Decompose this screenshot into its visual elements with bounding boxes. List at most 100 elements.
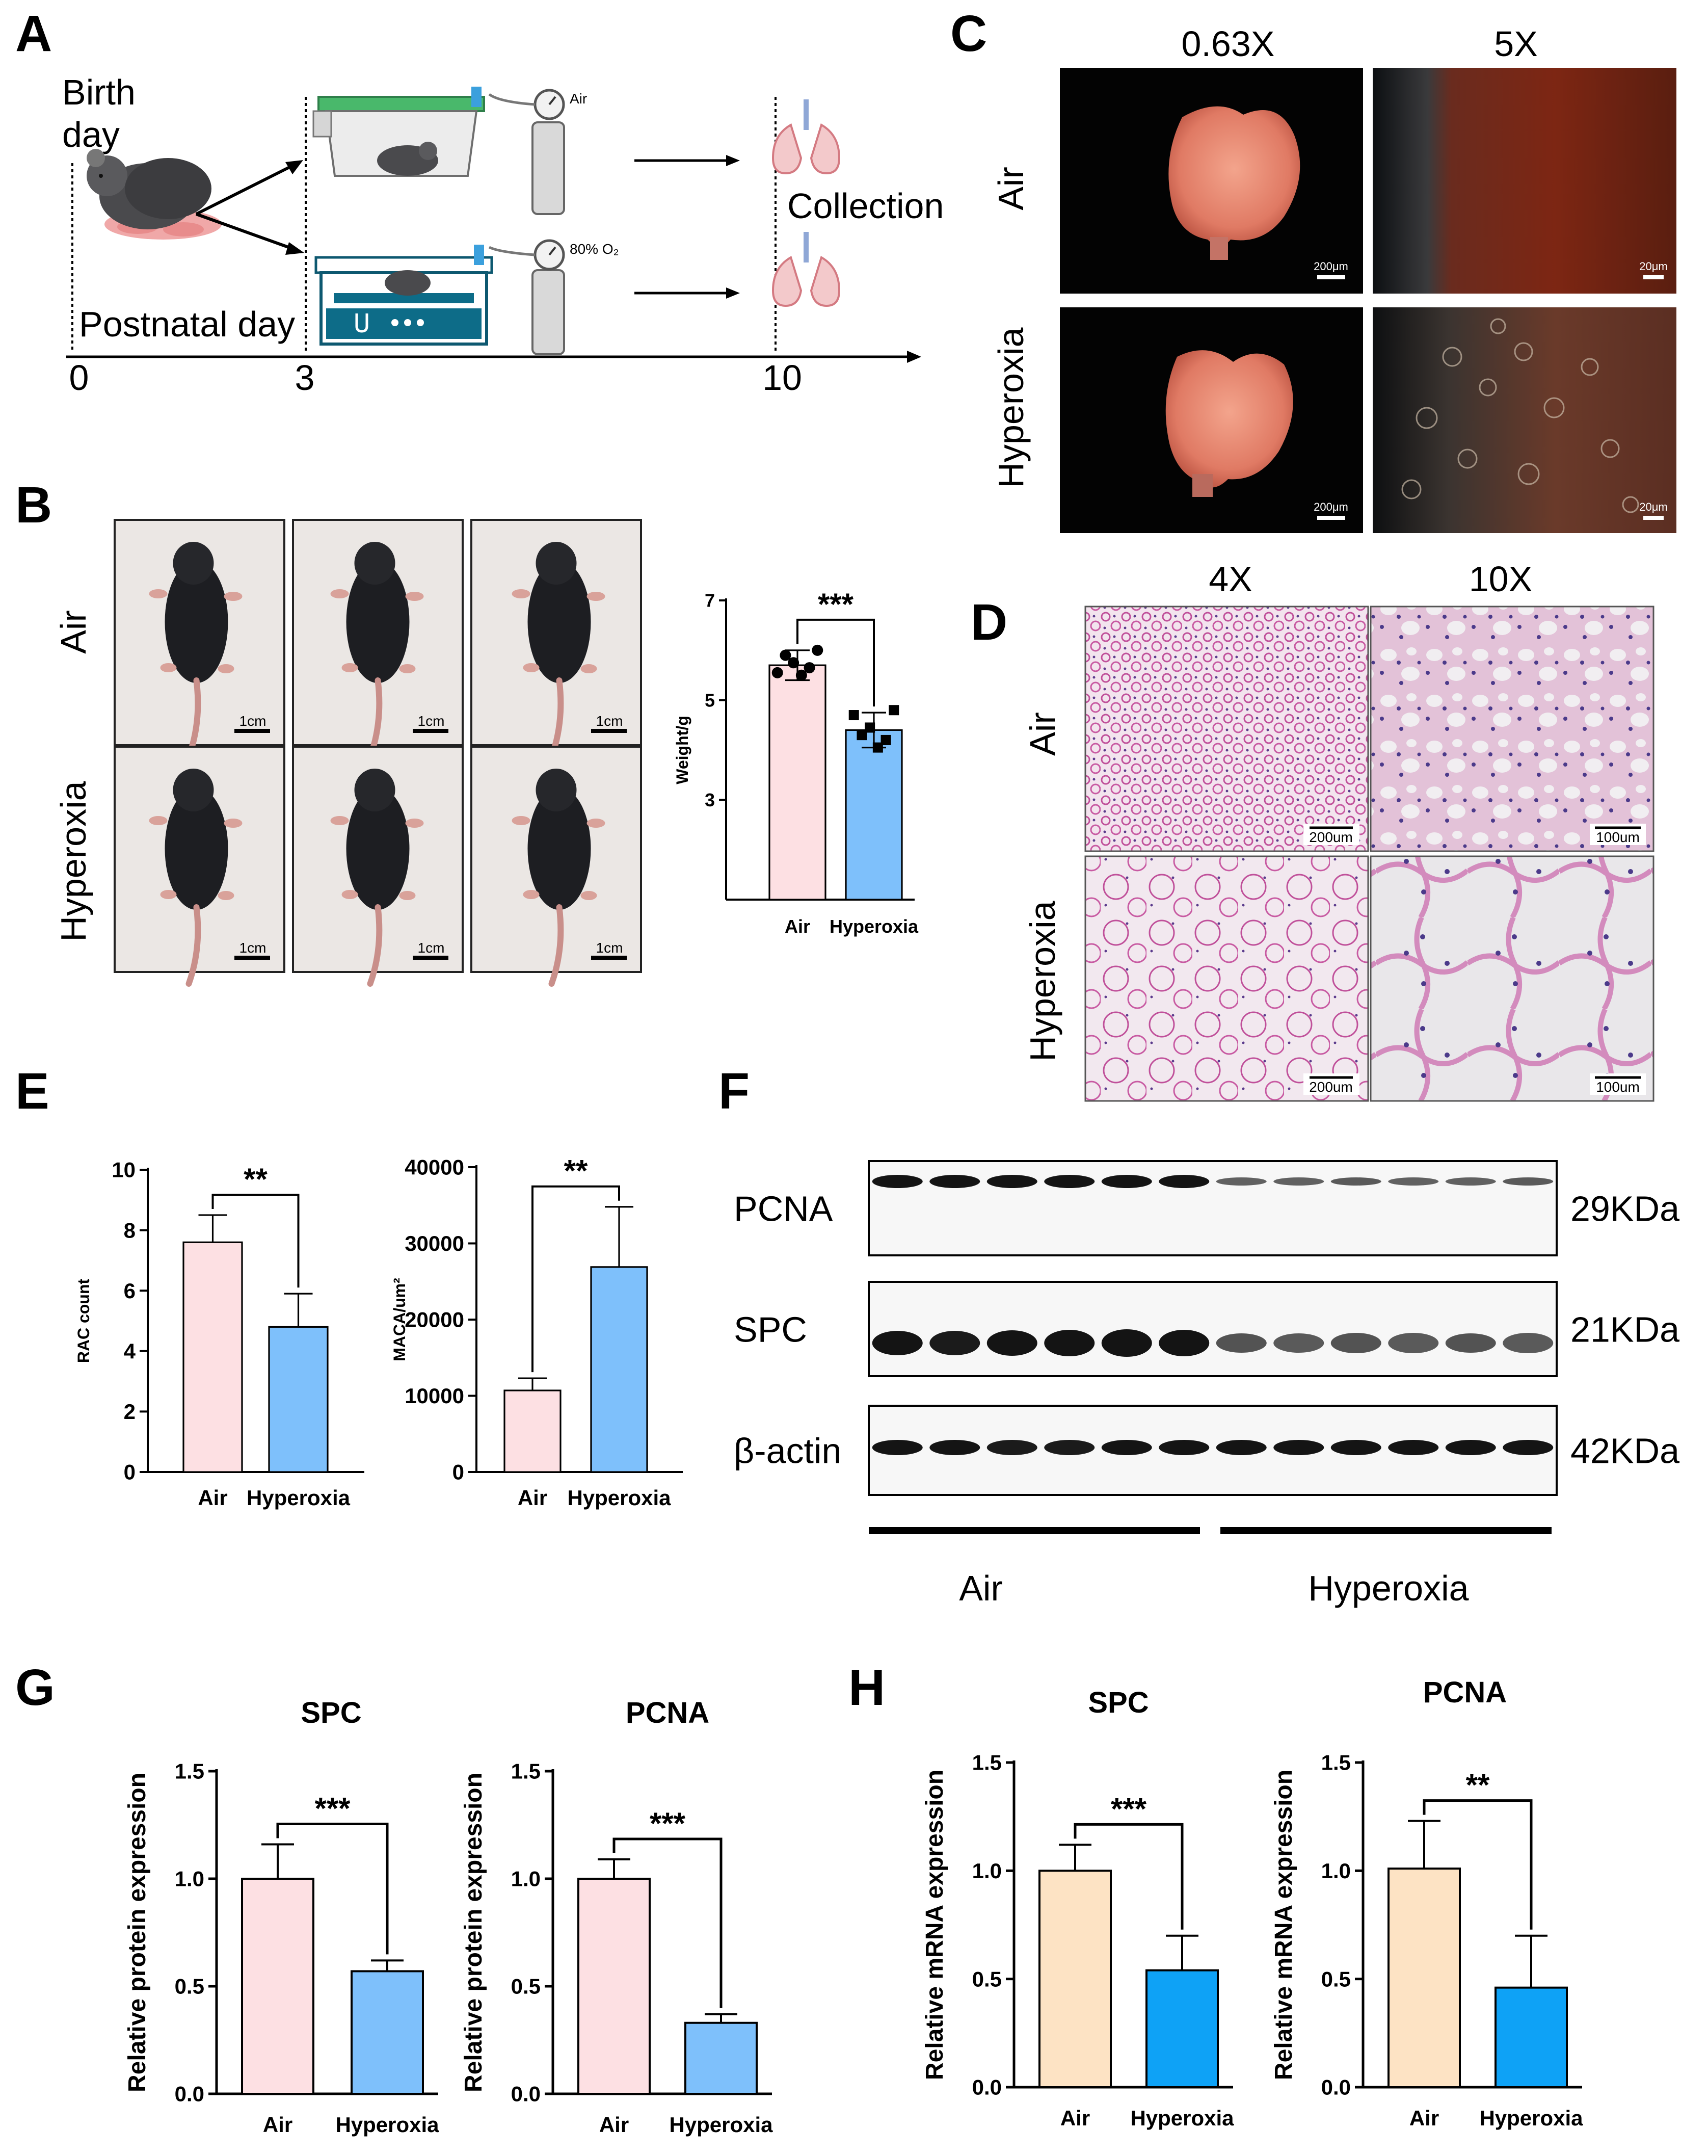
panel-d: D 4X 10X Air Hyperoxia 200um 100um 200um… [971, 559, 1654, 1102]
bar-hyperoxia [1494, 1986, 1568, 2088]
bar-hyperoxia [845, 729, 903, 901]
panel-f: F PCNA 29KDa SPC 21KDa β-actin 42KDa Air Hype… [718, 1063, 1679, 1608]
col-label-063x: 0.63X [1182, 24, 1275, 64]
mouse-head [173, 769, 214, 811]
mouse-pup [149, 542, 243, 760]
x-category-label: Air [785, 916, 810, 937]
y-axis-label: MACA/um² [390, 1278, 409, 1361]
mouse-paw [341, 890, 358, 899]
scale-bar-label: 100um [1596, 829, 1640, 845]
scale-bar-label: 100um [1596, 1079, 1640, 1095]
mouse-body [165, 561, 228, 683]
panel-a: A Birth day [15, 5, 944, 398]
blot-band [1044, 1175, 1095, 1188]
mouse-body [346, 787, 410, 910]
data-point [771, 667, 783, 678]
mouse-tail [548, 904, 564, 987]
data-point [880, 734, 891, 745]
y-axis-label: RAC count [74, 1279, 93, 1363]
significance-bracket [276, 1822, 389, 1955]
mouse-paw [218, 891, 234, 900]
scale-bar-label: 1cm [596, 940, 623, 956]
data-point [857, 730, 867, 741]
y-tick-label: 1.0 [972, 1859, 1002, 1883]
y-tick-label: 10000 [405, 1384, 464, 1408]
mouse-paw [586, 819, 605, 828]
lung-specimen-air [1168, 106, 1300, 260]
col-label-4x: 4X [1209, 559, 1252, 599]
col-label-10x: 10X [1469, 559, 1533, 599]
data-point [865, 722, 875, 733]
he-stain-air-4x [1084, 606, 1369, 852]
mouse-tail [367, 904, 383, 987]
mouse-paw [399, 664, 416, 673]
y-tick-label: 1.0 [1321, 1859, 1351, 1883]
mouse-pup [330, 769, 424, 987]
row-label-air: Air [991, 167, 1031, 211]
bar-hyperoxia [1145, 1969, 1219, 2088]
bar-air [182, 1241, 243, 1473]
scale-bar-label: 20μm [1639, 260, 1667, 273]
significance-bracket [1423, 1799, 1533, 1930]
y-tick-label: 0.0 [972, 2075, 1002, 2099]
panel-label-g: G [15, 1659, 55, 1716]
y-tick-label: 30000 [405, 1231, 464, 1255]
mouse-paw [523, 663, 540, 672]
y-tick-label: 40000 [405, 1155, 464, 1179]
scale-bar-label: 20μm [1639, 501, 1667, 513]
x-category-label: Hyperoxia [669, 2113, 773, 2137]
significance-bracket [1074, 1823, 1184, 1930]
y-tick-label: 3 [705, 790, 715, 810]
significance-label: ** [564, 1154, 588, 1188]
band-name-label: SPC [734, 1310, 807, 1350]
mouse-tail [185, 904, 201, 987]
mouse-paw [405, 819, 424, 828]
he-stain-air-10x [1370, 606, 1654, 852]
mouse-paw [341, 663, 358, 672]
panel-label-d: D [971, 594, 1007, 651]
scale-bar-label: 1cm [596, 713, 623, 729]
row-label-hyperoxia: Hyperoxia [1023, 901, 1062, 1061]
blot-band [1216, 1177, 1267, 1186]
panel-c: C 0.63X 5X Air Hyperoxia 200μm 20μm 200μ… [950, 5, 1676, 533]
y-tick-label: 0.5 [1321, 1967, 1351, 1991]
mouse-paw [405, 592, 424, 601]
scale-bar-label: 200μm [1314, 260, 1348, 273]
significance-bracket [796, 618, 875, 707]
y-tick-label: 1.5 [972, 1751, 1002, 1775]
y-axis-label: Relative protein expression [460, 1773, 487, 2092]
y-tick-label: 0.5 [972, 1967, 1002, 1991]
mouse-body [346, 561, 410, 683]
bar-air [768, 664, 826, 901]
panel-h: H 0.0 0.5 1.0 1.5 Relative mRNA expression SP… [848, 1659, 1583, 2130]
mouse-paw [149, 816, 168, 825]
rac-count-chart: 0 2 4 6 8 10 RAC count Air Hyperoxia ** [74, 1158, 364, 1510]
maca-chart: 0 10000 20000 30000 40000 MACA/um² Air Hyperoxi… [390, 1154, 683, 1510]
mouse-paw [399, 891, 416, 900]
x-category-label: Hyperoxia [335, 2113, 439, 2137]
blot-band [1330, 1440, 1381, 1455]
mouse-paw [580, 664, 597, 673]
row-label-air: Air [1023, 712, 1062, 756]
mouse-head [536, 769, 577, 811]
blot-band [1388, 1333, 1439, 1353]
y-tick-label: 1.5 [1321, 1751, 1351, 1775]
data-point [780, 649, 791, 661]
he-stain-hyperoxia-10x [1370, 855, 1654, 1102]
chart-title: SPC [1088, 1686, 1149, 1719]
chart-title: PCNA [1423, 1676, 1507, 1709]
scale-bar-label: 1cm [418, 940, 445, 956]
band-size-label: 29KDa [1570, 1189, 1679, 1229]
scale-bar-label: 1cm [239, 940, 266, 956]
row-label-hyperoxia: Hyperoxia [54, 781, 93, 941]
x-category-label: Air [263, 2113, 292, 2137]
mouse-paw [224, 819, 243, 828]
blot-band [929, 1440, 980, 1455]
mouse-body [527, 561, 591, 683]
blot-band [1159, 1330, 1210, 1356]
bar-air [241, 1878, 314, 2095]
mouse-paw [218, 664, 234, 673]
scale-bar-label: 200um [1309, 829, 1353, 845]
y-axis-label: Relative mRNA expression [1270, 1770, 1297, 2080]
blot-band [986, 1175, 1037, 1188]
